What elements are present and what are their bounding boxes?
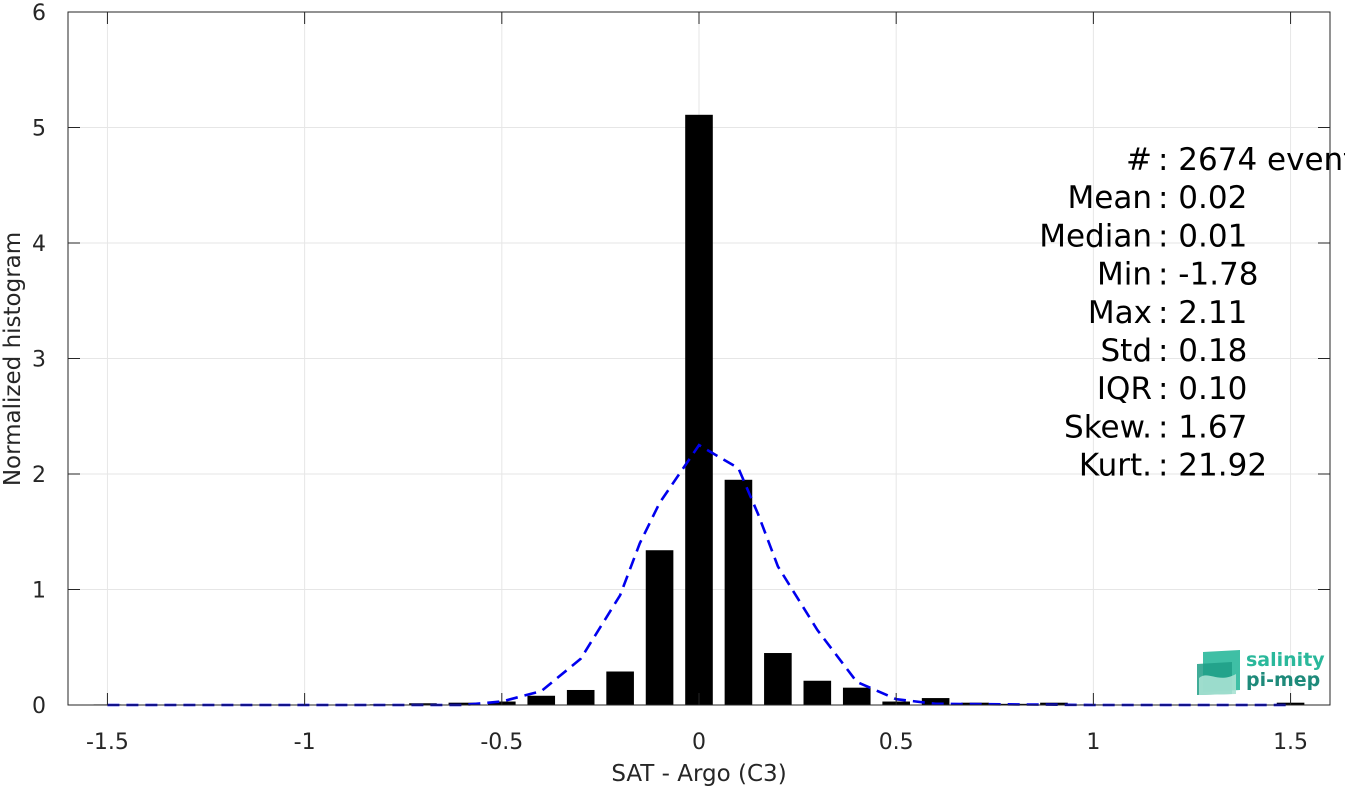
y-tick-label: 4	[32, 232, 46, 257]
histogram-bar	[764, 653, 792, 705]
histogram-bar	[566, 689, 595, 705]
stats-label: Mean	[1068, 180, 1152, 216]
histogram-bar	[527, 695, 556, 705]
histogram-bar	[645, 550, 674, 705]
stats-label: Min	[1097, 257, 1152, 293]
stats-value: : 0.10	[1158, 371, 1247, 407]
histogram-bar	[842, 687, 871, 705]
stats-value: : 2.11	[1158, 295, 1247, 331]
histogram-bar	[448, 702, 477, 705]
logo-line2: pi-mep	[1246, 669, 1320, 691]
x-tick-label: 0.5	[879, 730, 914, 755]
y-tick-label: 2	[32, 463, 46, 488]
histogram-bar	[606, 671, 634, 705]
stats-label: Median	[1039, 218, 1152, 254]
axis-ticks	[68, 11, 1330, 706]
stats-value: : 0.02	[1158, 180, 1247, 216]
y-tick-label: 6	[32, 1, 46, 26]
x-tick-labels: -1.5 -1 -0.5 0 0.5 1 1.5	[86, 730, 1308, 755]
x-axis-label: SAT - Argo (C3)	[611, 761, 786, 787]
y-tick-label: 3	[32, 348, 46, 373]
stats-value: : 0.01	[1158, 218, 1247, 254]
fit-curve-line	[107, 443, 1291, 707]
y-tick-labels: 0 1 2 3 4 5 6	[32, 1, 46, 719]
stats-label: IQR	[1097, 371, 1152, 407]
histogram-bar	[921, 698, 950, 705]
histogram-bars	[93, 114, 1305, 706]
logo-wave-icon	[1197, 650, 1240, 695]
stats-value: : 21.92	[1158, 448, 1267, 484]
x-tick-label: 1.5	[1273, 730, 1308, 755]
stats-label: Max	[1088, 295, 1152, 331]
stats-value: : 2674 events	[1158, 142, 1345, 178]
stats-value: : 1.67	[1158, 409, 1247, 445]
stats-label: Kurt.	[1079, 448, 1152, 484]
stats-value: : -1.78	[1158, 257, 1259, 293]
stats-value: : 0.18	[1158, 333, 1247, 369]
salinity-pi-mep-logo: salinity pi-mep	[1197, 649, 1325, 695]
stats-label: #	[1126, 142, 1152, 178]
stats-label: Skew.	[1064, 409, 1152, 445]
stats-label: Std	[1100, 333, 1152, 369]
x-tick-label: 0	[692, 730, 706, 755]
x-tick-label: 1	[1086, 730, 1100, 755]
histogram-bar	[724, 479, 753, 705]
y-axis-label: Normalized histogram	[0, 232, 26, 486]
x-tick-label: -1.5	[86, 730, 129, 755]
y-tick-label: 1	[32, 579, 46, 604]
y-tick-label: 0	[32, 694, 46, 719]
histogram-bar	[685, 114, 713, 706]
logo-line1: salinity	[1246, 649, 1325, 671]
x-tick-label: -1	[294, 730, 316, 755]
histogram-bar	[803, 680, 832, 705]
x-tick-label: -0.5	[480, 730, 523, 755]
y-tick-label: 5	[32, 117, 46, 142]
